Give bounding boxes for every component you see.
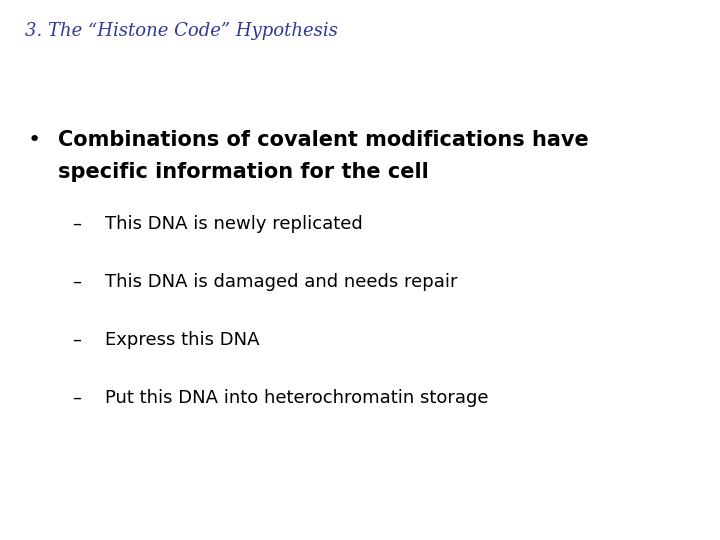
Text: This DNA is damaged and needs repair: This DNA is damaged and needs repair — [105, 273, 457, 291]
Text: •: • — [28, 130, 41, 150]
Text: This DNA is newly replicated: This DNA is newly replicated — [105, 215, 363, 233]
Text: Put this DNA into heterochromatin storage: Put this DNA into heterochromatin storag… — [105, 389, 488, 407]
Text: –: – — [72, 215, 81, 233]
Text: –: – — [72, 331, 81, 349]
Text: –: – — [72, 273, 81, 291]
Text: specific information for the cell: specific information for the cell — [58, 162, 428, 182]
Text: 3. The “Histone Code” Hypothesis: 3. The “Histone Code” Hypothesis — [25, 22, 338, 40]
Text: Combinations of covalent modifications have: Combinations of covalent modifications h… — [58, 130, 589, 150]
Text: Express this DNA: Express this DNA — [105, 331, 259, 349]
Text: –: – — [72, 389, 81, 407]
